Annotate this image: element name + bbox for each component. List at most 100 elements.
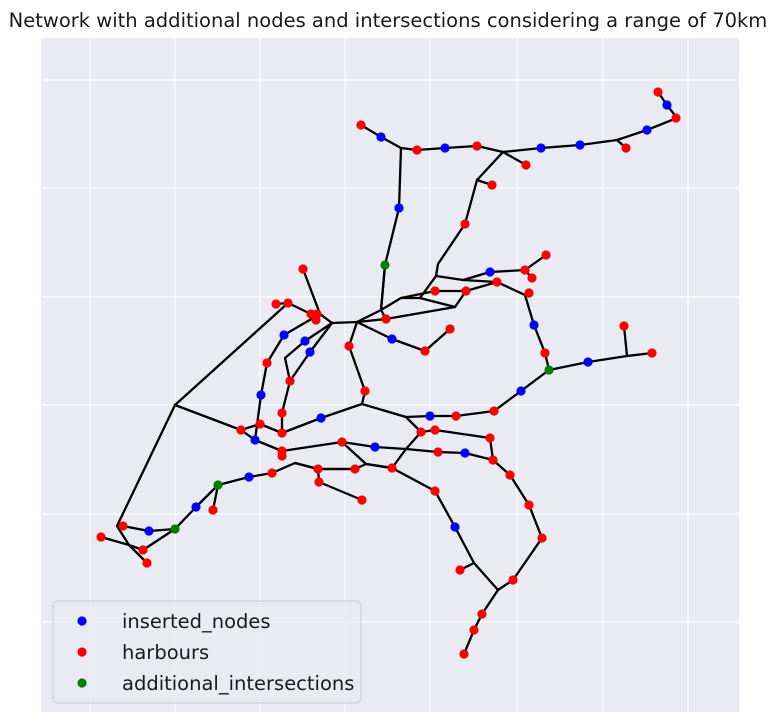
harbours-point (621, 143, 631, 153)
legend-label-additional-intersections: additional_intersections (122, 672, 354, 695)
network-edge (280, 428, 544, 656)
additional-intersections-point (544, 365, 554, 375)
network-edge (379, 146, 499, 312)
harbours-point (451, 411, 461, 421)
network-edge (355, 320, 452, 353)
inserted-nodes-point (536, 143, 546, 153)
inserted-nodes-point (460, 448, 470, 458)
harbours-point (412, 145, 422, 155)
harbours-point (311, 315, 321, 325)
harbours-point (472, 141, 482, 151)
harbours-point (381, 314, 391, 324)
harbours-point (647, 348, 657, 358)
harbours-point (508, 575, 518, 585)
harbours-point (277, 428, 287, 438)
harbours-point (430, 286, 440, 296)
harbours-point (313, 464, 323, 474)
network-edge (283, 321, 334, 383)
inserted-nodes-point (316, 413, 326, 423)
harbours-point (541, 250, 551, 260)
inserted-nodes-point (425, 411, 435, 421)
inserted-nodes-point (370, 442, 380, 452)
harbours-point (138, 545, 148, 555)
harbours-point (283, 298, 293, 308)
inserted-nodes-point (244, 472, 254, 482)
inserted-nodes-point (394, 203, 404, 213)
network-edge (99, 535, 131, 547)
inserted-nodes-point (529, 320, 539, 330)
harbours-point (671, 113, 681, 123)
inserted-nodes-point (305, 347, 315, 357)
harbours-point (505, 470, 515, 480)
harbours-point (455, 565, 465, 575)
inserted-nodes-point (575, 140, 585, 150)
inserted-nodes-point (144, 526, 154, 536)
network-edge (239, 278, 551, 435)
harbours-point (524, 500, 534, 510)
harbours-point (208, 505, 218, 515)
plot-area (41, 38, 739, 712)
legend-marker-harbours (77, 647, 87, 657)
inserted-nodes-point (662, 100, 672, 110)
network-edge (622, 324, 629, 358)
harbours-point (236, 425, 246, 435)
harbours-point (488, 455, 498, 465)
inserted-nodes-point (642, 125, 652, 135)
harbours-point (485, 433, 495, 443)
harbours-point (314, 477, 324, 487)
harbours-point (298, 264, 308, 274)
inserted-nodes-point (300, 336, 310, 346)
harbours-point (487, 180, 497, 190)
harbours-point (445, 324, 455, 334)
legend-marker-inserted-nodes (77, 616, 87, 626)
harbours-point (430, 425, 440, 435)
harbours-point (356, 120, 366, 130)
network-nodes (96, 87, 681, 659)
harbours-point (96, 532, 106, 542)
harbours-point (540, 348, 550, 358)
inserted-nodes-point (279, 330, 289, 340)
harbours-point (459, 649, 469, 659)
harbours-point (521, 160, 531, 170)
harbours-point (344, 341, 354, 351)
harbours-point (537, 533, 547, 543)
harbours-point (416, 427, 426, 437)
harbours-point (277, 451, 287, 461)
harbours-point (433, 447, 443, 457)
harbours-point (271, 299, 281, 309)
harbours-point (262, 358, 272, 368)
harbours-point (527, 273, 537, 283)
legend-label-harbours: harbours (122, 641, 209, 664)
additional-intersections-point (213, 480, 223, 490)
harbours-point (477, 609, 487, 619)
harbours-point (420, 346, 430, 356)
grid (41, 38, 739, 712)
harbours-point (142, 558, 152, 568)
additional-intersections-point (380, 260, 390, 270)
harbours-point (350, 464, 360, 474)
inserted-nodes-point (450, 522, 460, 532)
harbours-point (461, 286, 471, 296)
inserted-nodes-point (440, 143, 450, 153)
legend-label-inserted-nodes: inserted_nodes (122, 610, 271, 633)
inserted-nodes-point (256, 390, 266, 400)
harbours-point (357, 495, 367, 505)
inserted-nodes-point (583, 357, 593, 367)
harbours-point (267, 468, 277, 478)
harbours-point (520, 265, 530, 275)
harbours-point (492, 277, 502, 287)
network-edge (434, 178, 548, 282)
inserted-nodes-point (516, 386, 526, 396)
chart-title: Network with additional nodes and inters… (9, 9, 768, 32)
harbours-point (524, 288, 534, 298)
inserted-nodes-point (250, 435, 260, 445)
harbours-point (387, 463, 397, 473)
inserted-nodes-point (485, 267, 495, 277)
harbours-point (285, 376, 295, 386)
harbours-point (337, 437, 347, 447)
harbours-point (460, 219, 470, 229)
harbours-point (118, 521, 128, 531)
harbours-point (469, 625, 479, 635)
harbours-point (653, 87, 663, 97)
